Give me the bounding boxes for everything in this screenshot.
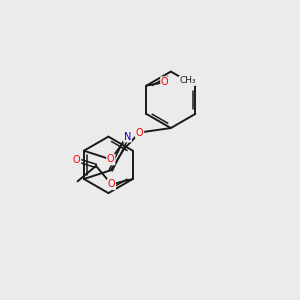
Text: O: O: [161, 77, 169, 87]
Text: O: O: [73, 155, 80, 165]
Text: N: N: [124, 132, 131, 142]
Text: O: O: [108, 179, 115, 189]
Text: O: O: [136, 128, 143, 137]
Text: O: O: [107, 154, 115, 164]
Text: CH₃: CH₃: [179, 76, 196, 85]
